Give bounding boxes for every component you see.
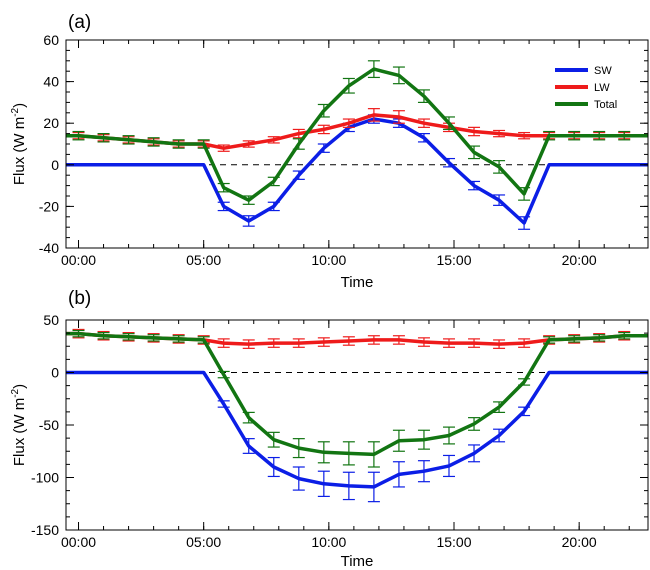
panel-b-ytick-label: 50 [43, 312, 59, 328]
panel-b-xtick-label: 05:00 [186, 534, 221, 550]
panel-b-total-line [66, 331, 648, 457]
panel-a-ytick-label: 60 [43, 32, 59, 48]
legend: SW LW Total [555, 65, 617, 111]
panel-a-xtick-label: 20:00 [562, 252, 597, 268]
panel-b-frame [65, 319, 649, 531]
panel-b-ytick-label: -150 [31, 522, 59, 538]
panel-b-label: (b) [68, 288, 91, 309]
panel-b: (b) -150 -100 -50 0 50 00:00 05:00 10:00 15:00 20… [10, 288, 649, 570]
panel-b-ytick-label: 0 [51, 365, 59, 381]
panel-a-ylabel: Flux (W m-2) [10, 103, 28, 185]
legend-lw-label: LW [594, 82, 610, 94]
panel-b-ylabel-main: Flux (W m [11, 398, 28, 466]
panel-b-ytick-label: -100 [31, 470, 59, 486]
panel-a-ylabel-sup: -2 [10, 107, 21, 116]
panel-a-ytick-label: -20 [39, 198, 59, 214]
panel-a-ylabel-main: Flux (W m [11, 117, 28, 185]
panel-b-sw-line [66, 370, 648, 489]
panel-b-xtick-label: 20:00 [562, 534, 597, 550]
panel-a: (a) -40 -20 0 20 40 60 00:00 05:00 10:00 15:00 20:… [10, 12, 649, 291]
legend-total-label: Total [594, 99, 617, 111]
panel-a-xtick-label: 00:00 [61, 252, 96, 268]
panel-b-xtick-label: 00:00 [61, 534, 96, 550]
panel-b-xlabel: Time [341, 553, 374, 570]
panel-b-ytick-label: -50 [39, 417, 59, 433]
panel-a-ytick-label: 20 [43, 115, 59, 131]
panel-b-xtick-label: 10:00 [311, 534, 346, 550]
panel-a-xtick-label: 10:00 [311, 252, 346, 268]
panel-b-ylabel-close: ) [11, 384, 28, 389]
legend-sw-label: SW [594, 65, 612, 77]
panel-a-xtick-label: 05:00 [186, 252, 221, 268]
panel-a-xtick-label: 15:00 [436, 252, 471, 268]
panel-b-ylabel: Flux (W m-2) [10, 384, 28, 466]
panel-b-xtick-label: 15:00 [436, 534, 471, 550]
panel-b-ylabel-sup: -2 [10, 388, 21, 397]
panel-a-label: (a) [68, 12, 91, 33]
panel-a-ylabel-close: ) [11, 103, 28, 108]
panel-a-xlabel: Time [341, 274, 374, 291]
panel-a-ytick-label: 40 [43, 74, 59, 90]
panel-a-ytick-label: -40 [39, 240, 59, 256]
panel-a-ytick-label: 0 [51, 157, 59, 173]
panel-a-total-line [66, 67, 648, 202]
